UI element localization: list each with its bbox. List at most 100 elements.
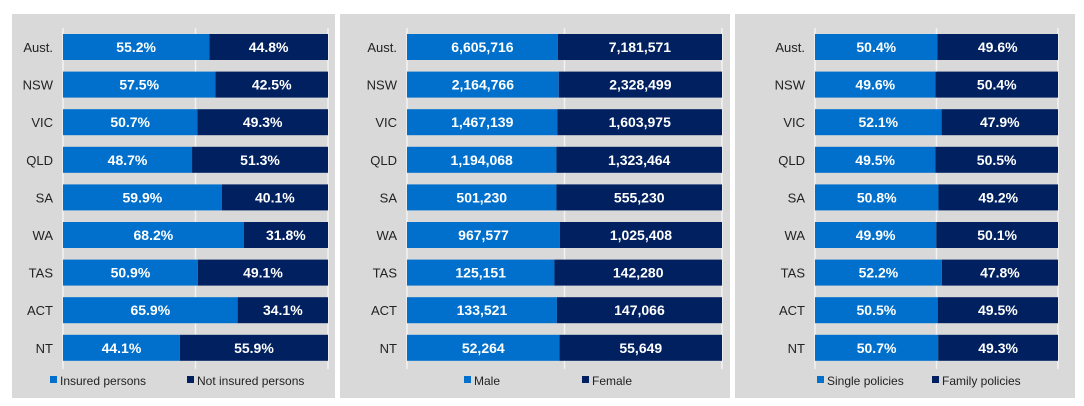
data-label: 7,181,571 — [609, 39, 671, 55]
data-label: 50.5% — [857, 302, 897, 318]
category-label: TAS — [781, 266, 806, 281]
data-label: 555,230 — [614, 189, 665, 205]
data-label: 49.2% — [978, 189, 1018, 205]
data-label: 40.1% — [255, 189, 295, 205]
bar-family-policies — [935, 71, 1058, 98]
data-label: 47.8% — [980, 265, 1020, 281]
bar-female — [559, 222, 722, 248]
category-label: Aust. — [775, 40, 805, 55]
bar-not-insured-persons — [197, 109, 328, 136]
legend-label: Not insured persons — [197, 374, 304, 388]
category-label: SA — [788, 190, 806, 205]
data-label: 44.1% — [102, 340, 142, 356]
legend-swatch — [187, 376, 194, 383]
bar-female — [558, 71, 722, 98]
bar-single-policies — [815, 297, 938, 324]
bar-family-policies — [936, 222, 1058, 248]
bar-female — [557, 109, 722, 136]
data-label: 1,194,068 — [451, 152, 513, 168]
data-label: 49.1% — [243, 265, 283, 281]
category-label: NSW — [775, 78, 806, 93]
data-label: 57.5% — [119, 77, 159, 93]
chart-insured-persons: Aust. 55.2% 44.8% NSW 57.5% 42.5% VIC 50.7% 49.3… — [12, 14, 335, 398]
legend-label: Single policies — [827, 374, 904, 388]
bar-single-policies — [815, 222, 937, 248]
category-label: Aust. — [367, 40, 397, 55]
category-label: WA — [377, 228, 398, 243]
bar-not-insured-persons — [192, 146, 328, 173]
data-label: 49.6% — [978, 39, 1018, 55]
data-label: 50.8% — [857, 189, 897, 205]
data-label: 49.3% — [978, 340, 1018, 356]
bar-not-insured-persons — [221, 184, 328, 211]
category-label: VIC — [375, 115, 397, 130]
bar-single-policies — [815, 259, 942, 286]
bar-male — [407, 34, 558, 60]
category-label: QLD — [370, 153, 397, 168]
category-label: TAS — [373, 266, 398, 281]
legend-swatch — [50, 376, 57, 383]
data-label: 55,649 — [619, 340, 662, 356]
data-label: 59.9% — [123, 189, 163, 205]
data-label: 49.3% — [243, 114, 283, 130]
bar-single-policies — [815, 334, 939, 361]
category-label: WA — [785, 228, 806, 243]
data-label: 2,328,499 — [609, 77, 671, 93]
data-label: 50.5% — [977, 152, 1017, 168]
data-label: 34.1% — [263, 302, 303, 318]
data-label: 50.9% — [111, 265, 151, 281]
data-label: 50.1% — [977, 227, 1017, 243]
data-label: 50.4% — [977, 77, 1017, 93]
data-label: 52.2% — [859, 265, 899, 281]
bar-male — [407, 184, 557, 211]
data-label: 31.8% — [266, 227, 306, 243]
data-label: 147,066 — [614, 302, 665, 318]
data-label: 133,521 — [457, 302, 508, 318]
chart-male-female: Aust. 6,605,716 7,181,571 NSW 2,164,766 2,328… — [340, 14, 730, 398]
legend-label: Male — [474, 374, 500, 388]
category-label: TAS — [29, 266, 54, 281]
category-label: ACT — [371, 303, 397, 318]
bar-family-policies — [938, 184, 1058, 211]
category-label: NT — [36, 341, 53, 356]
data-label: 501,230 — [456, 189, 507, 205]
data-label: 50.4% — [856, 39, 896, 55]
legend-swatch — [817, 376, 824, 383]
bar-male — [407, 259, 555, 286]
legend-label: Insured persons — [60, 374, 146, 388]
data-label: 47.9% — [980, 114, 1020, 130]
category-label: SA — [36, 190, 54, 205]
category-label: QLD — [778, 153, 805, 168]
category-label: NT — [788, 341, 805, 356]
bar-not-insured-persons — [179, 334, 328, 361]
data-label: 65.9% — [130, 302, 170, 318]
data-label: 52,264 — [462, 340, 505, 356]
bar-single-policies — [815, 109, 942, 136]
bar-insured-persons — [63, 297, 238, 324]
bar-female — [556, 146, 722, 173]
bar-male — [407, 146, 557, 173]
category-label: NT — [380, 341, 397, 356]
data-label: 55.9% — [234, 340, 274, 356]
data-label: 6,605,716 — [451, 39, 513, 55]
bar-family-policies — [941, 109, 1058, 136]
bar-single-policies — [815, 71, 936, 98]
bar-not-insured-persons — [243, 222, 328, 248]
bar-single-policies — [815, 146, 936, 173]
bar-insured-persons — [63, 71, 216, 98]
legend-label: Female — [592, 374, 632, 388]
bar-insured-persons — [63, 146, 193, 173]
bar-insured-persons — [63, 334, 180, 361]
data-label: 49.5% — [978, 302, 1018, 318]
bar-insured-persons — [63, 222, 244, 248]
data-label: 48.7% — [108, 152, 148, 168]
data-label: 42.5% — [252, 77, 292, 93]
bar-female — [556, 297, 722, 324]
category-label: VIC — [783, 115, 805, 130]
data-label: 51.3% — [240, 152, 280, 168]
bar-family-policies — [941, 259, 1058, 286]
legend-label: Family policies — [942, 374, 1021, 388]
legend-swatch — [582, 376, 589, 383]
bar-not-insured-persons — [209, 34, 328, 60]
bar-family-policies — [938, 334, 1058, 361]
